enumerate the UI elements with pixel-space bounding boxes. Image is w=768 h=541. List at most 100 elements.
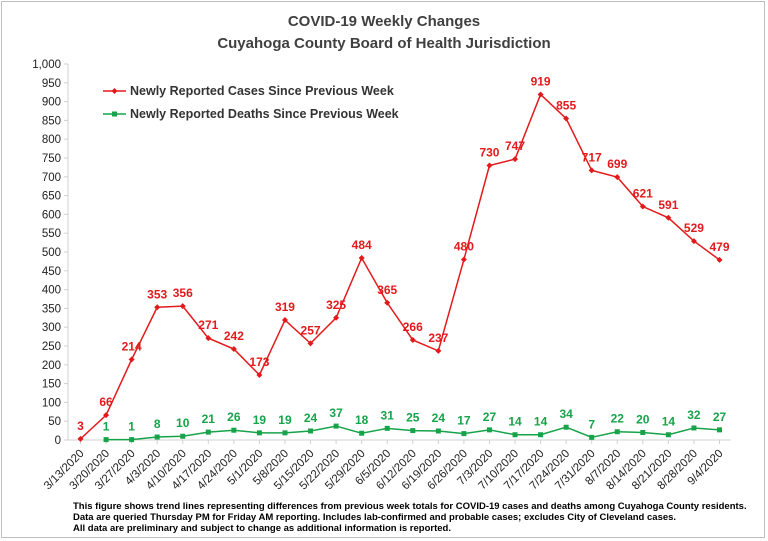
- cases-data-label: 479: [709, 240, 729, 254]
- y-tick-label: 850: [42, 115, 61, 127]
- cases-data-label: 242: [224, 329, 244, 343]
- deaths-data-label: 7: [588, 417, 595, 431]
- y-tick-label: 300: [42, 322, 61, 334]
- cases-data-label: 529: [684, 221, 704, 235]
- cases-data-label: 325: [326, 298, 346, 312]
- cases-point: [690, 238, 697, 245]
- deaths-point: [103, 437, 109, 443]
- deaths-point: [129, 437, 135, 443]
- footnote-line-2: Data are queried Thursday PM for Friday …: [73, 512, 677, 523]
- cases-data-label: 356: [173, 286, 193, 300]
- cases-point: [665, 214, 672, 221]
- cases-data-label: 319: [275, 300, 295, 314]
- deaths-data-label: 37: [329, 406, 343, 420]
- cases-data-label: 621: [633, 187, 653, 201]
- y-tick-label: 100: [42, 397, 61, 409]
- cases-data-label: 484: [352, 238, 372, 252]
- deaths-point: [589, 434, 595, 440]
- cases-data-label: 919: [531, 74, 551, 88]
- cases-data-label: 66: [99, 395, 113, 409]
- deaths-point: [154, 434, 160, 440]
- cases-point: [307, 340, 314, 347]
- cases-point: [103, 412, 110, 419]
- y-tick-label: 600: [42, 209, 61, 221]
- deaths-data-label: 14: [662, 415, 676, 429]
- y-tick-label: 900: [42, 97, 61, 109]
- cases-data-label: 3: [77, 419, 84, 433]
- deaths-data-label: 14: [534, 415, 548, 429]
- cases-point: [537, 91, 544, 98]
- deaths-data-label: 20: [636, 412, 650, 426]
- deaths-point: [282, 430, 288, 436]
- deaths-point: [717, 427, 722, 433]
- cases-point: [128, 356, 135, 363]
- chart-subtitle: Cuyahoga County Board of Health Jurisdic…: [217, 35, 551, 52]
- deaths-point: [538, 432, 544, 438]
- deaths-data-label: 32: [687, 408, 701, 422]
- cases-point: [333, 314, 340, 321]
- deaths-data-label: 19: [253, 413, 267, 427]
- deaths-data-label: 24: [432, 411, 446, 425]
- deaths-point: [205, 429, 211, 435]
- y-tick-label: 500: [42, 247, 61, 259]
- footnote-line-3: All data are preliminary and subject to …: [73, 523, 451, 534]
- deaths-data-label: 18: [355, 413, 369, 427]
- y-tick-label: 450: [42, 266, 61, 278]
- y-tick-label: 800: [42, 134, 61, 146]
- deaths-point: [359, 430, 365, 436]
- cases-series-line: [79, 93, 720, 440]
- y-tick-label: 700: [42, 172, 61, 184]
- deaths-point: [512, 432, 518, 438]
- deaths-point: [231, 427, 237, 433]
- cases-point: [384, 299, 391, 306]
- cases-data-label: 717: [582, 150, 602, 164]
- cases-point: [486, 162, 493, 169]
- deaths-point: [435, 428, 441, 434]
- y-tick-label: 550: [42, 228, 61, 240]
- deaths-data-label: 34: [559, 407, 573, 421]
- y-tick-label: 650: [42, 191, 61, 203]
- deaths-data-label: 1: [128, 420, 135, 434]
- deaths-data-label: 17: [457, 414, 471, 428]
- deaths-point: [180, 433, 186, 439]
- cases-data-label: 266: [403, 320, 423, 334]
- deaths-data-label: 22: [611, 412, 625, 426]
- cases-point: [358, 255, 365, 262]
- deaths-point: [563, 424, 569, 430]
- deaths-data-label: 14: [508, 415, 522, 429]
- y-tick-label: 750: [42, 153, 61, 165]
- deaths-data-label: 27: [713, 410, 727, 424]
- deaths-data-label: 1: [103, 420, 110, 434]
- cases-data-label: 214: [122, 340, 142, 354]
- deaths-data-label: 31: [381, 408, 395, 422]
- y-tick-label: 350: [42, 303, 61, 315]
- cases-data-label: 237: [428, 331, 448, 345]
- cases-point: [154, 304, 161, 311]
- footnote-line-1: This figure shows trend lines representi…: [73, 501, 747, 512]
- cases-data-label: 730: [479, 146, 499, 160]
- deaths-point: [640, 429, 646, 435]
- deaths-point: [691, 425, 697, 431]
- y-tick-label: 0: [55, 435, 61, 447]
- deaths-data-label: 27: [483, 410, 497, 424]
- y-tick-label: 50: [48, 416, 61, 428]
- deaths-data-label: 25: [406, 411, 420, 425]
- cases-point: [409, 336, 416, 343]
- cases-data-label: 353: [147, 287, 167, 301]
- cases-point: [435, 347, 442, 354]
- cases-point: [205, 335, 212, 342]
- y-tick-label: 950: [42, 78, 61, 90]
- y-tick-label: 200: [42, 360, 61, 372]
- legend-marker: [111, 88, 118, 94]
- deaths-point: [256, 430, 262, 436]
- cases-data-label: 591: [658, 198, 678, 212]
- deaths-data-label: 21: [202, 412, 216, 426]
- y-tick-label: 250: [42, 341, 61, 353]
- cases-data-label: 699: [607, 157, 627, 171]
- cases-point: [230, 346, 237, 353]
- cases-point: [179, 303, 186, 310]
- y-tick-label: 1,000: [32, 59, 61, 71]
- cases-point: [614, 174, 621, 181]
